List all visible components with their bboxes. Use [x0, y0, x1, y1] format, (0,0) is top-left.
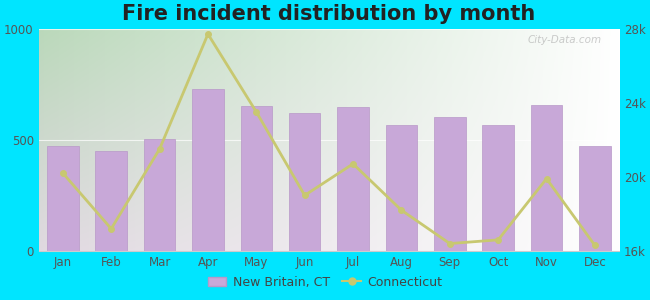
Bar — [337, 107, 369, 251]
Bar — [289, 113, 320, 251]
Bar — [434, 118, 465, 251]
Bar — [96, 151, 127, 251]
Text: City-Data.com: City-Data.com — [528, 35, 602, 45]
Bar — [240, 106, 272, 251]
Bar — [579, 146, 610, 251]
Title: Fire incident distribution by month: Fire incident distribution by month — [122, 4, 536, 24]
Bar — [482, 125, 514, 251]
Legend: New Britain, CT, Connecticut: New Britain, CT, Connecticut — [203, 271, 447, 294]
Bar — [531, 105, 562, 251]
Bar — [385, 125, 417, 251]
Bar — [47, 146, 79, 251]
Bar — [192, 88, 224, 251]
Bar — [144, 139, 176, 251]
